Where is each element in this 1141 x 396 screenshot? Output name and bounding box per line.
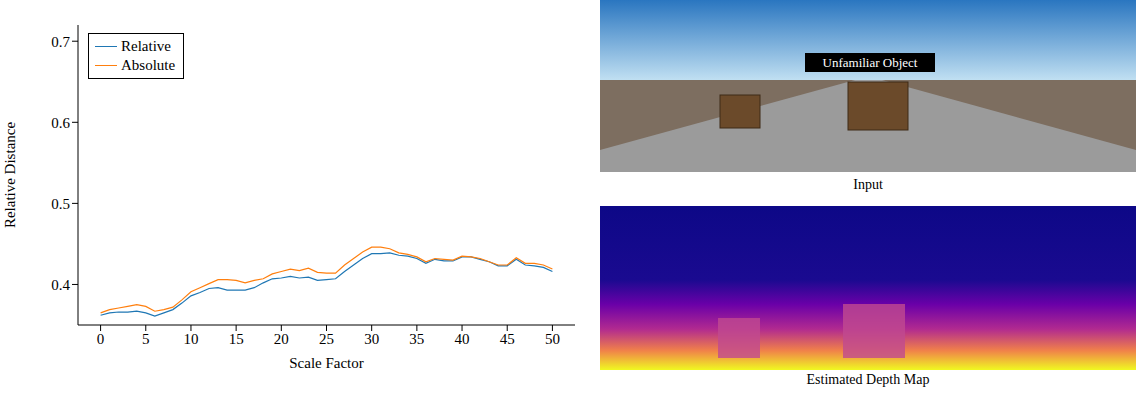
svg-text:50: 50 [545,331,560,347]
svg-text:0.7: 0.7 [51,34,70,50]
svg-text:5: 5 [142,331,150,347]
svg-text:0.6: 0.6 [51,115,70,131]
html-text:Absolute: Absolute [121,57,176,73]
svg-text:45: 45 [500,331,515,347]
svg-text:15: 15 [229,331,244,347]
svg-text:20: 20 [274,331,289,347]
html-text:Input: Input [853,177,883,192]
svg-text:0: 0 [97,331,105,347]
svg-text:35: 35 [409,331,424,347]
html-text:Estimated Depth Map: Estimated Depth Map [806,372,930,387]
svg-text:Scale Factor: Scale Factor [289,355,364,371]
svg-text:0.4: 0.4 [51,277,70,293]
svg-text:30: 30 [364,331,379,347]
html-text:Relative: Relative [121,38,171,54]
svg-text:0.5: 0.5 [51,196,70,212]
svg-text:Relative Distance: Relative Distance [2,122,18,229]
svg-text:Unfamiliar Object: Unfamiliar Object [823,55,918,70]
svg-text:10: 10 [183,331,198,347]
svg-text:25: 25 [319,331,334,347]
svg-text:40: 40 [455,331,470,347]
